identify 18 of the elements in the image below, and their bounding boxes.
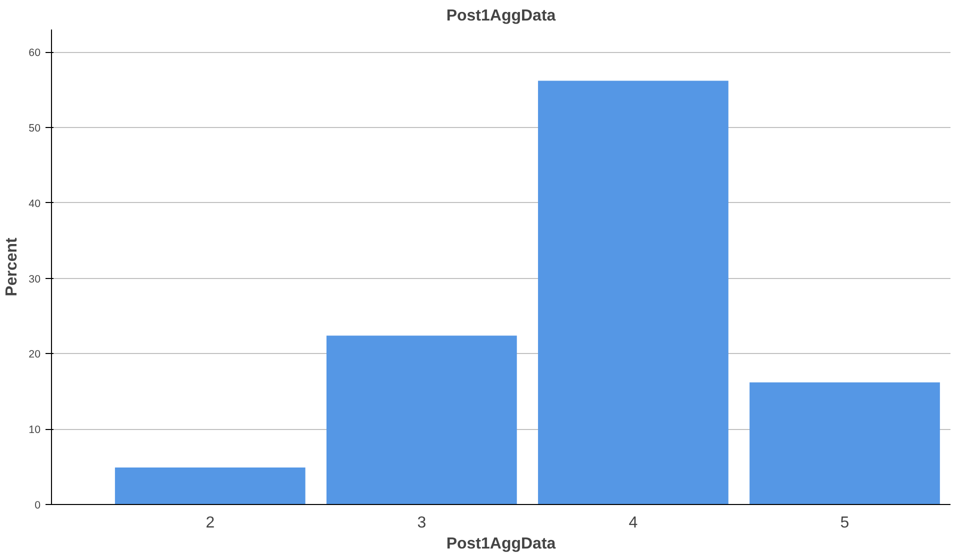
y-tick-label: 10 [28, 424, 41, 436]
y-tick-label: 40 [28, 198, 41, 210]
x-axis-title: Post1AggData [446, 536, 556, 552]
chart-title: Post1AggData [446, 8, 556, 24]
y-tick-label: 20 [28, 348, 41, 361]
y-tick-label: 60 [28, 47, 41, 60]
x-tick-label: 3 [417, 514, 426, 532]
bar [538, 80, 728, 504]
bar [326, 336, 517, 504]
bar [114, 468, 306, 504]
bar [750, 382, 940, 504]
y-tick-label: 0 [34, 500, 41, 512]
y-tick-label: 50 [28, 122, 41, 135]
x-tick-label: 2 [206, 514, 215, 532]
y-tick-label: 30 [28, 273, 41, 286]
x-tick-label: 4 [628, 514, 638, 532]
y-axis-title: Percent [4, 236, 21, 296]
x-tick-label: 5 [840, 514, 850, 532]
